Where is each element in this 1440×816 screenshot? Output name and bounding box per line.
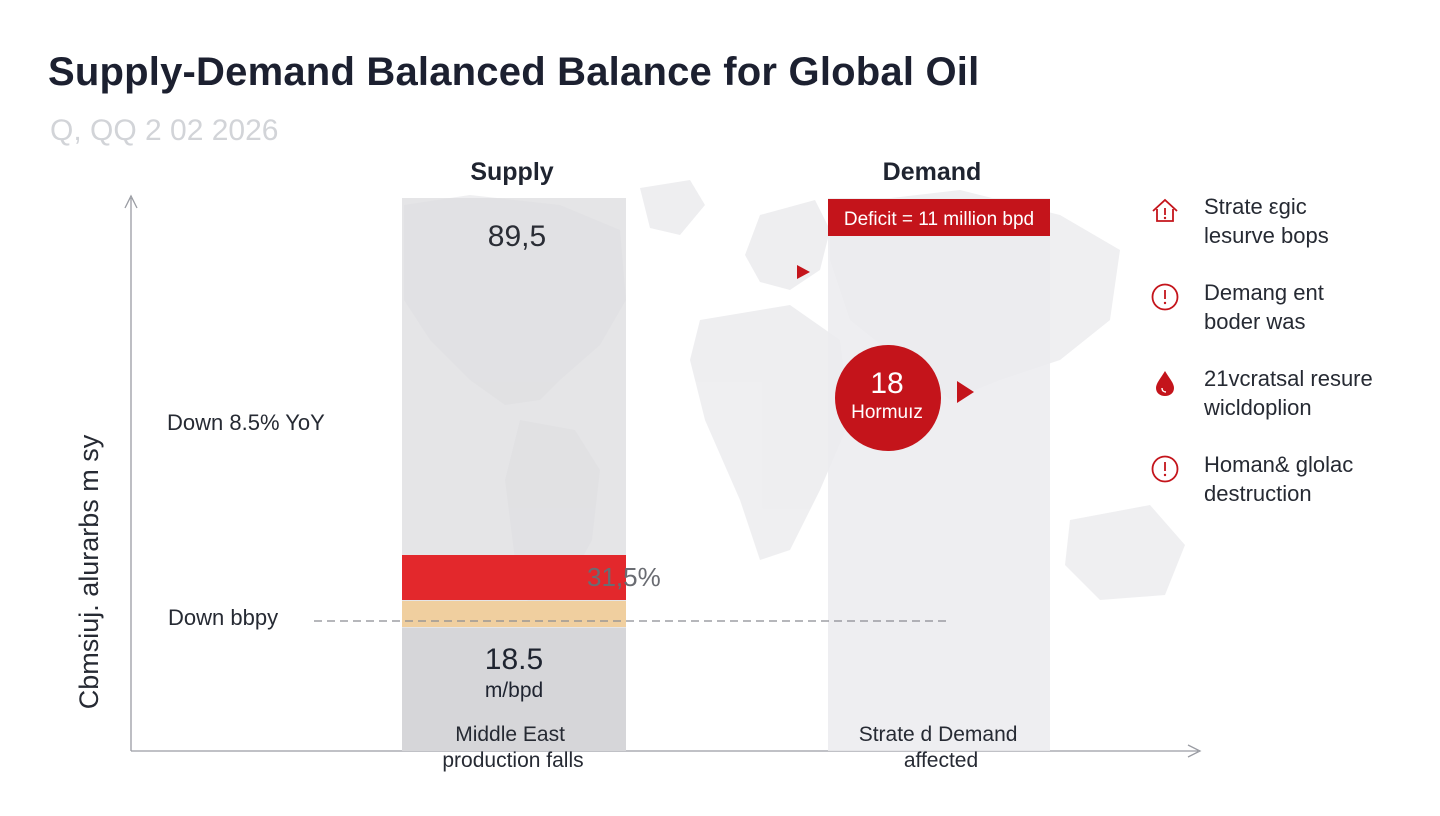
pointer-arrow-top-icon	[797, 265, 810, 279]
demand-caption-line-2: affected	[904, 749, 978, 772]
category-label-supply: Supply	[470, 158, 553, 186]
legend-item-label: 21vcratsal resure wicldoplion	[1204, 366, 1373, 420]
supply-bottom-unit: m/bpd	[485, 679, 543, 702]
y-axis-label: Cbmsiuj. alurarbs m sy	[74, 434, 104, 709]
supply-caption: Middle East production falls	[442, 723, 583, 772]
demand-caption-line-1: Strate d Demand	[859, 723, 1018, 746]
supply-caption-line-1: Middle East	[455, 723, 565, 746]
demand-column	[828, 198, 1050, 751]
x-axis-arrow	[1187, 744, 1202, 758]
house-warning-icon	[1152, 198, 1178, 222]
alert-circle-icon	[1151, 455, 1179, 483]
hormuz-circle	[835, 345, 941, 451]
reference-line-label: Down bbpy	[168, 605, 278, 630]
deficit-label: Deficit = 11 million bpd	[844, 209, 1034, 230]
supply-caption-line-2: production falls	[442, 749, 583, 772]
map-europe	[745, 200, 830, 290]
alert-circle-icon	[1151, 283, 1179, 311]
pointer-arrow-hormuz-icon	[957, 381, 974, 403]
legend-item-destruction: Homan& glolac destruction	[1150, 450, 1420, 536]
supply-segment-tan	[402, 601, 626, 627]
hormuz-value: 18	[870, 367, 903, 400]
page-title: Supply-Demand Balanced Balance for Globa…	[48, 50, 980, 94]
page-subtitle: Q, QQ 2 02 2026	[50, 114, 279, 147]
supply-bottom-value: 18.5	[485, 643, 543, 676]
oil-drop-icon	[1156, 371, 1174, 396]
category-label-demand: Demand	[883, 158, 982, 186]
yoy-annotation: Down 8.5% YoY	[167, 410, 325, 435]
y-axis-arrow	[124, 194, 138, 209]
legend-item-label: Strate εgic lesurve bops	[1204, 194, 1329, 248]
hormuz-label: Hormuız	[851, 402, 923, 423]
legend-item-demand: Demang ent boder was	[1150, 278, 1420, 364]
legend-item-label: Demang ent boder was	[1204, 280, 1324, 334]
supply-top-value: 89,5	[488, 220, 546, 253]
supply-segment-gray	[402, 628, 626, 751]
deficit-banner	[828, 199, 1050, 236]
legend-item-label: Homan& glolac destruction	[1204, 452, 1354, 506]
supply-segment-red	[402, 555, 626, 600]
map-africa	[690, 305, 850, 560]
demand-caption: Strate d Demand affected	[859, 723, 1024, 772]
map-australia	[1065, 505, 1185, 600]
legend: Strate εgic lesurve bops Demang ent bode…	[1150, 192, 1420, 536]
legend-item-strategic-reserve: Strate εgic lesurve bops	[1150, 192, 1420, 278]
map-greenland	[640, 180, 705, 235]
supply-red-segment-label: 31,5%	[587, 562, 661, 592]
legend-item-release: 21vcratsal resure wicldoplion	[1150, 364, 1420, 450]
